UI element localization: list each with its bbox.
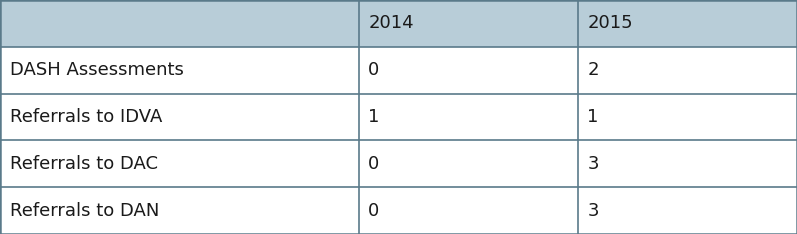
Text: Referrals to DAC: Referrals to DAC [10, 155, 158, 173]
Text: 0: 0 [368, 155, 379, 173]
Bar [0, 0, 797, 47]
Text: Referrals to IDVA: Referrals to IDVA [10, 108, 162, 126]
Bar [0, 47, 797, 94]
Text: 3: 3 [587, 155, 599, 173]
Text: DASH Assessments: DASH Assessments [10, 61, 183, 79]
Bar [0, 187, 797, 234]
Text: Referrals to DAN: Referrals to DAN [10, 202, 159, 219]
Text: 3: 3 [587, 202, 599, 219]
Text: 2015: 2015 [587, 15, 633, 32]
Text: 0: 0 [368, 61, 379, 79]
Bar [0, 140, 797, 187]
Text: 2: 2 [587, 61, 599, 79]
Bar [0, 94, 797, 140]
Text: 1: 1 [368, 108, 379, 126]
Text: 1: 1 [587, 108, 599, 126]
Text: 2014: 2014 [368, 15, 414, 32]
Text: 0: 0 [368, 202, 379, 219]
